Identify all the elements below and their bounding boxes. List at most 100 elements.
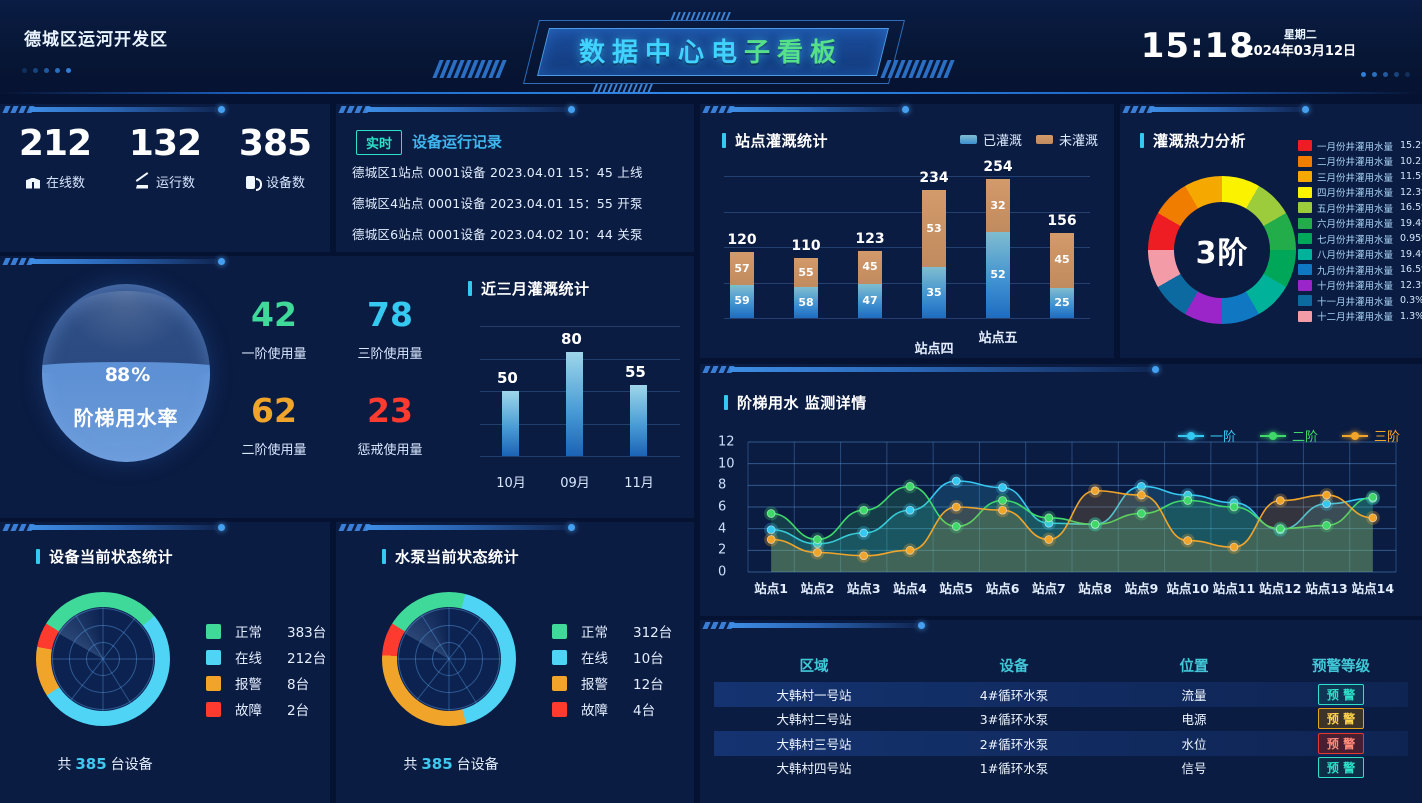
- line-chart-point[interactable]: [905, 505, 915, 515]
- line-chart-point[interactable]: [951, 476, 961, 486]
- legend-item[interactable]: 正常 383台: [206, 618, 326, 644]
- bar-segment-irrigated[interactable]: 58: [794, 287, 818, 318]
- table-row[interactable]: 32 52 254 站点五: [978, 159, 1017, 346]
- line-chart-point[interactable]: [1275, 524, 1285, 534]
- legend-item[interactable]: 六月份井灌用水量 19.4%: [1298, 216, 1422, 232]
- table-row[interactable]: 大韩村二号站 3#循环水泵 电源 预 警: [714, 707, 1408, 732]
- status-badge[interactable]: 预 警: [1317, 732, 1365, 754]
- line-chart-point[interactable]: [1183, 536, 1193, 545]
- legend-item-irrigated[interactable]: 已灌溉: [959, 130, 1022, 149]
- bar-segment-not-irrigated[interactable]: 45: [858, 250, 882, 284]
- legend-item[interactable]: 十一月井灌用水量 0.3%: [1298, 293, 1422, 309]
- bar-segment-not-irrigated[interactable]: 55: [794, 257, 818, 288]
- bar-segment-not-irrigated[interactable]: 57: [730, 252, 754, 285]
- bar-segment-not-irrigated[interactable]: 53: [922, 190, 946, 268]
- status-badge[interactable]: 预 警: [1317, 708, 1365, 730]
- status-badge[interactable]: 预 警: [1317, 757, 1365, 779]
- bar-segment-value: 53: [926, 221, 942, 235]
- kpi-online[interactable]: 212 在线数: [5, 126, 105, 192]
- legend-item-tier3[interactable]: 三阶: [1341, 426, 1400, 445]
- line-chart-point[interactable]: [998, 483, 1007, 492]
- chart-bar[interactable]: [502, 391, 519, 456]
- line-chart-point[interactable]: [766, 525, 776, 535]
- legend-item[interactable]: 四月份井灌用水量 12.3%: [1298, 185, 1422, 201]
- line-chart-point[interactable]: [1137, 509, 1146, 518]
- line-chart-point[interactable]: [859, 551, 869, 561]
- bar-segment-not-irrigated[interactable]: 45: [1050, 232, 1074, 288]
- legend-item[interactable]: 八月份井灌用水量 19.4%: [1298, 247, 1422, 263]
- line-chart-point[interactable]: [1137, 482, 1146, 491]
- usage-tier2[interactable]: 62 二阶使用量: [222, 394, 326, 458]
- line-chart-point[interactable]: [1044, 535, 1054, 544]
- line-chart-point[interactable]: [766, 509, 776, 518]
- line-chart-point[interactable]: [1090, 519, 1100, 529]
- line-chart-point[interactable]: [813, 535, 822, 544]
- line-chart-point[interactable]: [859, 505, 869, 515]
- legend-item[interactable]: 报警 8台: [206, 670, 326, 696]
- legend-item[interactable]: 在线 10台: [552, 644, 672, 670]
- line-chart-point[interactable]: [905, 482, 915, 491]
- legend-item-not-irrigated[interactable]: 未灌溉: [1035, 130, 1098, 149]
- list-item[interactable]: 德城区6站点 0001设备 2023.04.02 10：44 关泵: [352, 227, 643, 242]
- legend-item[interactable]: 十月份井灌用水量 12.3%: [1298, 278, 1422, 294]
- line-chart-point[interactable]: [1322, 499, 1331, 509]
- line-chart-point[interactable]: [813, 548, 822, 557]
- bar-segment-irrigated[interactable]: 47: [858, 283, 882, 318]
- bar-segment-irrigated[interactable]: 35: [922, 267, 946, 318]
- usage-tier1[interactable]: 42 一阶使用量: [222, 298, 326, 362]
- usage-penalty[interactable]: 23 惩戒使用量: [338, 394, 442, 458]
- legend-item[interactable]: 七月份井灌用水量 0.95%: [1298, 231, 1422, 247]
- legend-item[interactable]: 在线 212台: [206, 644, 326, 670]
- table-row[interactable]: 4547123站点三: [850, 231, 889, 418]
- legend-item[interactable]: 二月份井灌用水量 10.25: [1298, 154, 1422, 170]
- chart-bar[interactable]: [566, 352, 583, 456]
- legend-item[interactable]: 故障 4台: [552, 696, 672, 722]
- line-chart-point[interactable]: [1044, 513, 1054, 523]
- line-chart-point[interactable]: [998, 496, 1007, 505]
- status-badge[interactable]: 预 警: [1317, 683, 1365, 705]
- line-chart-point[interactable]: [1275, 496, 1285, 505]
- line-chart-point[interactable]: [1229, 502, 1239, 512]
- line-chart-point[interactable]: [1368, 513, 1378, 523]
- legend-item[interactable]: 一月份井灌用水量 15.2%: [1298, 138, 1422, 154]
- usage-tier3[interactable]: 78 三阶使用量: [338, 298, 442, 362]
- table-row[interactable]: 5759120站点一: [722, 232, 761, 419]
- legend-item-tier1[interactable]: 一阶: [1177, 426, 1236, 445]
- line-chart-point[interactable]: [998, 505, 1007, 515]
- line-chart-point[interactable]: [905, 545, 915, 555]
- table-row[interactable]: 大韩村三号站 2#循环水泵 水位 预 警: [714, 731, 1408, 756]
- table-row[interactable]: 大韩村一号站 4#循环水泵 流量 预 警: [714, 682, 1408, 707]
- bar-segment-irrigated[interactable]: 59: [730, 284, 754, 318]
- table-row[interactable]: 大韩村四号站 1#循环水泵 信号 预 警: [714, 756, 1408, 781]
- line-chart-point[interactable]: [766, 535, 776, 544]
- legend-item[interactable]: 三月份井灌用水量 11.5%: [1298, 169, 1422, 185]
- bar-segment-irrigated[interactable]: 52: [986, 232, 1010, 318]
- kpi-running[interactable]: 132 运行数: [115, 126, 215, 192]
- bar-segment-not-irrigated[interactable]: 32: [986, 179, 1010, 233]
- list-item[interactable]: 德城区4站点 0001设备 2023.04.01 15：55 开泵: [352, 196, 643, 211]
- legend-item[interactable]: 十二月井灌用水量 1.3%: [1298, 309, 1422, 325]
- line-chart-point[interactable]: [859, 528, 869, 538]
- line-chart-point[interactable]: [951, 522, 961, 531]
- line-chart-point[interactable]: [1322, 521, 1331, 530]
- legend-item[interactable]: 五月份井灌用水量 16.5%: [1298, 200, 1422, 216]
- line-chart-point[interactable]: [1090, 486, 1100, 496]
- legend-item[interactable]: 报警 12台: [552, 670, 672, 696]
- legend-item[interactable]: 故障 2台: [206, 696, 326, 722]
- line-chart-point[interactable]: [1229, 542, 1239, 552]
- legend-item-tier2[interactable]: 二阶: [1259, 426, 1318, 445]
- list-item[interactable]: 德城区1站点 0001设备 2023.04.01 15：45 上线: [352, 165, 643, 180]
- line-chart-point[interactable]: [1183, 496, 1193, 505]
- chart-bar[interactable]: [630, 384, 647, 456]
- line-chart-point[interactable]: [1322, 490, 1331, 500]
- line-chart-point[interactable]: [1137, 490, 1146, 500]
- line-chart-point[interactable]: [1368, 492, 1378, 502]
- line-chart-point[interactable]: [951, 502, 961, 512]
- table-row[interactable]: 5558110站点二: [786, 238, 825, 425]
- table-row[interactable]: 53 35 234 站点四: [914, 170, 953, 357]
- table-row[interactable]: 4525156站点六: [1042, 213, 1081, 400]
- legend-item[interactable]: 正常 312台: [552, 618, 672, 644]
- legend-item[interactable]: 九月份井灌用水量 16.5%: [1298, 262, 1422, 278]
- bar-segment-irrigated[interactable]: 25: [1050, 287, 1074, 318]
- kpi-devices[interactable]: 385 设备数: [225, 126, 325, 192]
